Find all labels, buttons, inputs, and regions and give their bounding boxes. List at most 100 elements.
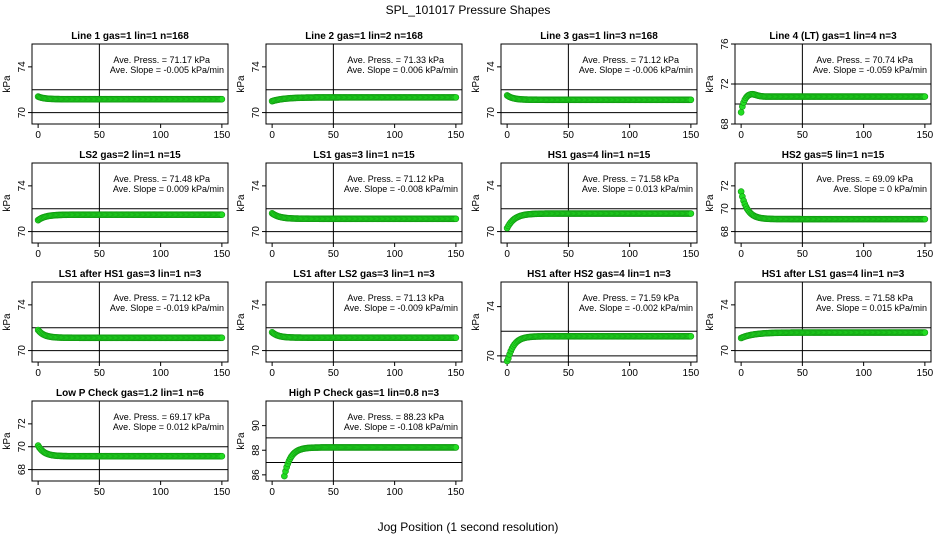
x-tick-label: 100 — [152, 130, 169, 141]
ave-slope-annotation: Ave. Slope = 0.012 kPa/min — [113, 422, 224, 432]
y-axis-label: kPa — [471, 75, 482, 93]
y-tick-label: 70 — [17, 345, 28, 357]
y-tick-label: 74 — [486, 301, 497, 313]
data-point — [687, 96, 695, 104]
plot-frame — [265, 43, 463, 125]
ave-slope-annotation: Ave. Slope = 0.015 kPa/min — [816, 303, 927, 313]
plot-frame — [31, 400, 229, 482]
panel-title: High P Check gas=1 lin=0.8 n=3 — [289, 388, 440, 399]
panel-4: Line 4 (LT) gas=1 lin=4 n=3 0 50 100 150 68 72… — [705, 31, 934, 141]
y-tick-label: 70 — [251, 107, 262, 119]
ave-slope-annotation: Ave. Slope = 0 kPa/min — [833, 184, 927, 194]
x-tick-label: 0 — [35, 368, 41, 379]
ave-press-annotation: Ave. Press. = 71.33 kPa — [347, 55, 444, 65]
x-tick-label: 0 — [738, 130, 744, 141]
x-tick-label: 50 — [94, 487, 106, 498]
data-point — [921, 215, 929, 223]
y-tick-label: 74 — [486, 180, 497, 192]
plot-frame — [265, 162, 463, 244]
x-tick-label: 50 — [328, 249, 340, 260]
panel-11: HS1 after HS2 gas=4 lin=1 n=3 0 50 100 150 70… — [471, 269, 700, 379]
data-point — [921, 93, 929, 100]
y-axis-label: kPa — [2, 313, 13, 331]
x-tick-label: 0 — [269, 487, 275, 498]
panel-title: Line 3 gas=1 lin=3 n=168 — [540, 31, 658, 42]
ave-slope-annotation: Ave. Slope = 0.009 kPa/min — [113, 184, 224, 194]
y-tick-label: 74 — [251, 299, 262, 311]
x-tick-label: 50 — [563, 368, 575, 379]
ave-press-annotation: Ave. Press. = 88.23 kPa — [347, 412, 444, 422]
y-tick-label: 74 — [17, 61, 28, 73]
x-tick-label: 100 — [386, 368, 403, 379]
y-tick-label: 70 — [720, 345, 731, 357]
x-tick-label: 150 — [214, 487, 231, 498]
x-tick-label: 150 — [214, 130, 231, 141]
x-tick-label: 150 — [917, 368, 934, 379]
panel-title: LS2 gas=2 lin=1 n=15 — [79, 150, 181, 161]
x-tick-label: 100 — [386, 130, 403, 141]
x-tick-label: 0 — [35, 130, 41, 141]
x-tick-label: 0 — [269, 130, 275, 141]
y-axis-label: kPa — [2, 432, 13, 450]
y-tick-label: 70 — [17, 441, 28, 453]
panel-title: Line 1 gas=1 lin=1 n=168 — [71, 31, 189, 42]
panel-title: Low P Check gas=1.2 lin=1 n=6 — [56, 388, 204, 399]
plot-frame — [31, 43, 229, 125]
y-tick-label: 70 — [17, 107, 28, 119]
ave-slope-annotation: Ave. Slope = -0.059 kPa/min — [813, 65, 927, 75]
x-tick-label: 50 — [328, 487, 340, 498]
panel-title: LS1 after HS1 gas=3 lin=1 n=3 — [59, 269, 202, 280]
x-tick-label: 50 — [563, 249, 575, 260]
data-point — [218, 334, 226, 342]
panel-5: LS2 gas=2 lin=1 n=15 0 50 100 150 70 74 kPa Ave.… — [2, 150, 231, 260]
x-tick-label: 150 — [683, 130, 700, 141]
x-tick-label: 50 — [797, 249, 809, 260]
data-point — [218, 95, 226, 103]
panel-title: Line 2 gas=1 lin=2 n=168 — [305, 31, 423, 42]
x-tick-label: 50 — [797, 368, 809, 379]
x-tick-label: 150 — [917, 249, 934, 260]
ave-press-annotation: Ave. Press. = 71.58 kPa — [582, 174, 679, 184]
x-tick-label: 100 — [855, 130, 872, 141]
ave-press-annotation: Ave. Press. = 71.12 kPa — [113, 293, 210, 303]
panel-title: Line 4 (LT) gas=1 lin=4 n=3 — [769, 31, 897, 42]
x-tick-label: 100 — [386, 487, 403, 498]
x-tick-label: 150 — [448, 368, 465, 379]
x-tick-label: 100 — [621, 130, 638, 141]
y-axis-label: kPa — [2, 75, 13, 93]
data-point — [452, 215, 460, 223]
plot-frame — [500, 43, 698, 125]
x-tick-label: 0 — [269, 368, 275, 379]
y-axis-label: kPa — [705, 313, 716, 331]
panel-title: LS1 gas=3 lin=1 n=15 — [313, 150, 415, 161]
data-point — [737, 108, 745, 116]
ave-press-annotation: Ave. Press. = 71.12 kPa — [347, 174, 444, 184]
y-tick-label: 74 — [720, 299, 731, 311]
panel-title: HS1 gas=4 lin=1 n=15 — [548, 150, 651, 161]
y-tick-label: 74 — [486, 61, 497, 73]
data-point — [218, 452, 226, 460]
ave-slope-annotation: Ave. Slope = 0.006 kPa/min — [347, 65, 458, 75]
x-tick-label: 0 — [35, 487, 41, 498]
data-point — [452, 334, 460, 341]
x-tick-label: 100 — [621, 249, 638, 260]
y-tick-label: 70 — [486, 226, 497, 238]
x-tick-label: 0 — [738, 368, 744, 379]
panel-1: Line 1 gas=1 lin=1 n=168 0 50 100 150 70 74 kPa… — [2, 31, 231, 141]
y-axis-label: kPa — [471, 313, 482, 331]
ave-press-annotation: Ave. Press. = 69.09 kPa — [816, 174, 913, 184]
x-tick-label: 0 — [504, 130, 510, 141]
x-tick-label: 50 — [328, 130, 340, 141]
x-tick-label: 0 — [504, 368, 510, 379]
y-tick-label: 76 — [720, 38, 731, 50]
panel-7: HS1 gas=4 lin=1 n=15 0 50 100 150 70 74 kPa Ave.… — [471, 150, 700, 260]
y-axis-label: kPa — [705, 75, 716, 93]
panel-8: HS2 gas=5 lin=1 n=15 0 50 100 150 68 70 72 kPa Av… — [705, 150, 934, 260]
ave-slope-annotation: Ave. Slope = -0.006 kPa/min — [579, 65, 693, 75]
x-tick-label: 0 — [35, 249, 41, 260]
x-tick-label: 50 — [797, 130, 809, 141]
panel-14: High P Check gas=1 lin=0.8 n=3 0 50 100 150 8… — [236, 388, 465, 498]
panel-title: HS1 after HS2 gas=4 lin=1 n=3 — [527, 269, 671, 280]
data-point — [452, 444, 460, 451]
